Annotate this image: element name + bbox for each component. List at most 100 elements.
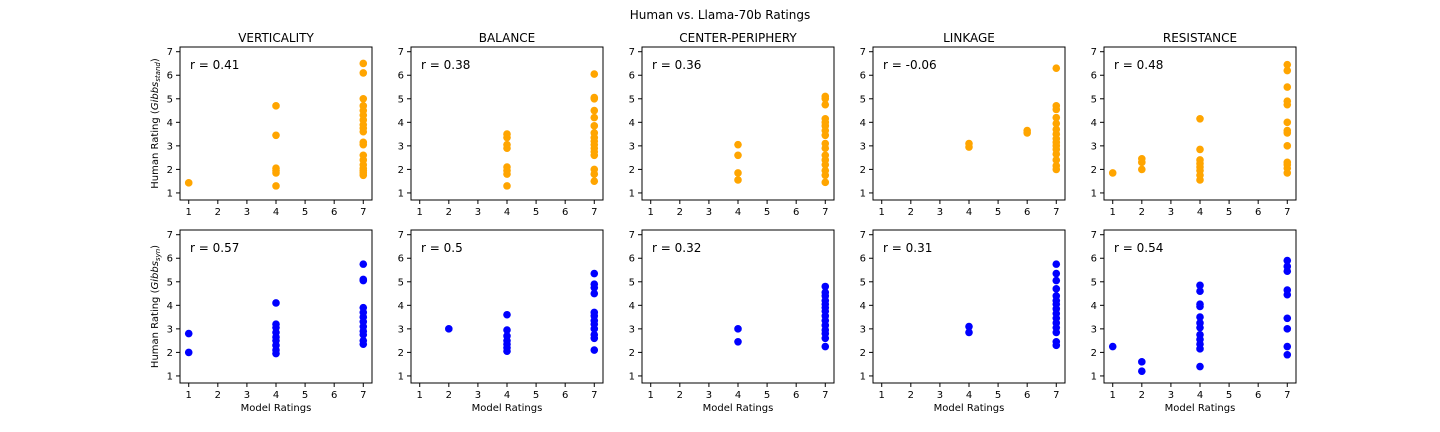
- data-point: [1283, 66, 1292, 75]
- plot-area: [872, 229, 1066, 384]
- y-tick-label: 7: [860, 230, 866, 241]
- data-point: [359, 69, 368, 77]
- data-point: [1196, 300, 1204, 308]
- x-tick-label: 3: [475, 390, 481, 401]
- data-point: [184, 329, 193, 338]
- data-point: [1108, 342, 1117, 351]
- data-point: [1283, 256, 1292, 265]
- y-tick-label: 4: [1091, 301, 1097, 312]
- x-tick-label: 2: [1139, 207, 1145, 218]
- data-point: [359, 59, 368, 68]
- y-tick-label: 2: [629, 348, 635, 359]
- data-point: [821, 151, 830, 160]
- data-point: [503, 182, 511, 190]
- data-point: [359, 336, 368, 345]
- data-point: [1052, 276, 1061, 285]
- subplot-top-3: CENTER-PERIPHERY 1 2 3 4 5 6 7 1 2 3 4 5 6 7 r = 0.36: [629, 31, 835, 218]
- y-tick-label: 4: [629, 301, 635, 312]
- data-point: [1052, 125, 1061, 134]
- x-axis-label: Model Ratings: [1165, 403, 1236, 414]
- y-tick-label: 4: [167, 301, 173, 312]
- data-point: [1052, 102, 1061, 110]
- y-tick-label: 6: [860, 71, 866, 82]
- data-point: [1196, 114, 1204, 123]
- data-point: [1138, 165, 1146, 174]
- x-axis-label: Model Ratings: [703, 403, 774, 414]
- x-tick-label: 6: [331, 207, 337, 218]
- x-tick-label: 3: [475, 207, 481, 218]
- y-tick-label: 7: [398, 47, 404, 58]
- x-tick-label: 2: [908, 207, 914, 218]
- x-tick-label: 2: [908, 390, 914, 401]
- data-point: [1052, 156, 1061, 164]
- data-point: [359, 260, 368, 268]
- x-tick-label: 2: [677, 390, 683, 401]
- y-tick-label: 2: [860, 348, 866, 359]
- data-point: [734, 140, 742, 149]
- correlation-label: r = 0.54: [1114, 241, 1163, 255]
- data-point: [821, 178, 830, 187]
- x-tick-label: 1: [648, 207, 654, 218]
- y-tick-label: 3: [860, 324, 866, 335]
- data-point: [1283, 83, 1292, 91]
- y-tick-label: 5: [629, 94, 635, 105]
- x-tick-label: 2: [677, 207, 683, 218]
- data-point: [1283, 262, 1292, 271]
- data-point: [590, 308, 599, 317]
- y-tick-label: 3: [398, 141, 404, 152]
- y-tick-label: 5: [1091, 277, 1097, 288]
- correlation-label: r = 0.48: [1114, 58, 1163, 72]
- x-tick-label: 2: [446, 207, 452, 218]
- data-point: [1052, 269, 1061, 278]
- data-point: [1196, 287, 1204, 296]
- data-point: [1283, 142, 1292, 150]
- subplot-top-5: RESISTANCE 1 2 3 4 5 6 7 1 2 3 4 5 6 7 r = 0.48: [1091, 31, 1297, 218]
- data-point: [184, 179, 193, 187]
- y-tick-label: 2: [629, 165, 635, 176]
- y-tick-label: 2: [860, 165, 866, 176]
- subplot-title: CENTER-PERIPHERY: [679, 31, 797, 45]
- y-tick-label: 2: [1091, 348, 1097, 359]
- subplot-title: VERTICALITY: [238, 31, 314, 45]
- correlation-label: r = 0.31: [883, 241, 932, 255]
- y-tick-label: 6: [167, 254, 173, 265]
- data-point: [1023, 126, 1031, 135]
- data-point: [965, 139, 973, 148]
- data-point: [503, 163, 511, 171]
- data-point: [734, 325, 742, 333]
- data-point: [1196, 362, 1204, 371]
- x-tick-label: 3: [244, 390, 250, 401]
- y-tick-label: 5: [398, 277, 404, 288]
- data-point: [734, 169, 742, 177]
- data-point: [965, 328, 973, 337]
- x-tick-label: 3: [706, 390, 712, 401]
- y-tick-label: 1: [860, 188, 866, 199]
- correlation-label: r = -0.06: [883, 58, 937, 72]
- y-tick-label: 3: [629, 324, 635, 335]
- data-point: [1283, 314, 1292, 323]
- y-tick-label: 6: [1091, 254, 1097, 265]
- y-axis-label: Human Rating (Gibbssyn): [150, 245, 162, 368]
- y-tick-label: 4: [629, 118, 635, 129]
- x-tick-label: 1: [186, 390, 192, 401]
- data-point: [590, 113, 599, 122]
- x-tick-label: 1: [648, 390, 654, 401]
- data-point: [590, 70, 599, 78]
- y-tick-label: 6: [629, 254, 635, 265]
- y-tick-label: 3: [860, 141, 866, 152]
- data-point: [1138, 358, 1146, 366]
- x-tick-label: 7: [822, 207, 828, 218]
- y-tick-label: 1: [167, 188, 173, 199]
- data-point: [503, 310, 511, 319]
- data-point: [1283, 350, 1292, 359]
- x-tick-label: 3: [244, 207, 250, 218]
- y-tick-label: 3: [167, 141, 173, 152]
- data-point: [184, 348, 193, 357]
- data-point: [590, 289, 599, 298]
- data-point: [1052, 119, 1061, 128]
- data-point: [445, 325, 453, 333]
- data-point: [1052, 285, 1061, 293]
- correlation-label: r = 0.32: [652, 241, 701, 255]
- data-point: [1052, 162, 1061, 170]
- data-point: [590, 269, 599, 278]
